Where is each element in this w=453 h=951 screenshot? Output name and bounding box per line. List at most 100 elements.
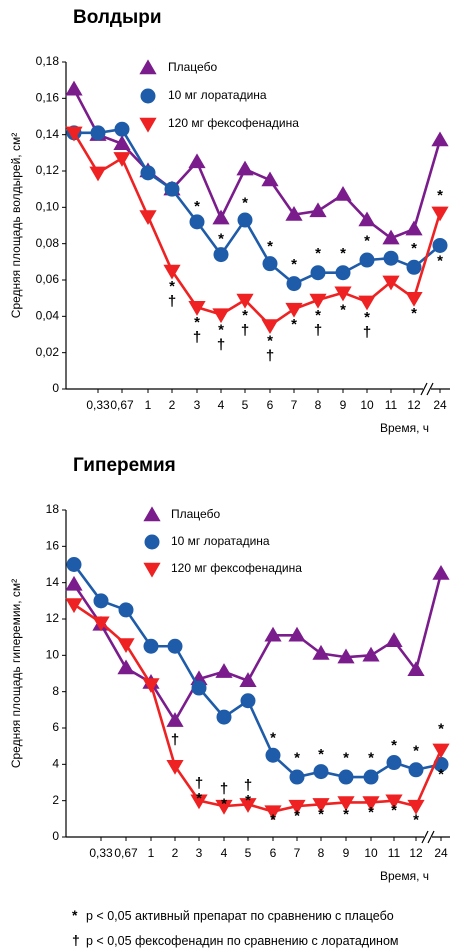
x-tick-label: 7 [291,398,298,412]
data-point-placebo [212,209,230,225]
x-tick-label: 1 [145,398,152,412]
significance-mark: * [391,737,397,754]
data-point-placebo [188,153,206,169]
data-point-loratadine [66,557,82,572]
x-tick-label: 11 [385,398,398,412]
axis-break-mark [426,382,434,396]
significance-mark: * † [241,307,249,339]
significance-mark: † [171,731,179,748]
y-tick-label: 14 [46,575,60,589]
data-point-placebo [407,661,425,677]
data-point-fexofenadine [215,799,233,815]
data-point-loratadine [363,769,379,785]
data-point-fexofenadine [405,291,423,307]
axis-break-mark [420,382,428,396]
significance-mark: * [291,256,297,273]
data-point-loratadine [114,121,130,137]
footnote-asterisk: * p < 0,05 активный препарат по сравнению… [72,907,394,923]
data-point-loratadine [408,762,424,778]
data-point-loratadine [118,602,134,618]
data-point-fexofenadine [382,275,400,291]
data-point-placebo [432,564,450,580]
x-axis-label: Время, ч [380,421,429,435]
data-point-loratadine [313,764,329,780]
significance-mark: † * [220,780,228,812]
data-point-loratadine [265,747,281,763]
x-tick-label: 4 [221,846,228,860]
significance-mark: * [438,766,444,783]
y-tick-label: 4 [52,757,59,771]
y-tick-label: 0 [52,829,59,843]
data-point-fexofenadine [142,678,160,693]
data-point-loratadine [93,593,109,609]
data-point-placebo [285,206,303,221]
data-point-fexofenadine [163,264,181,280]
x-tick-label: 7 [294,846,301,860]
x-tick-label: 12 [407,398,421,412]
y-tick-label: 16 [46,539,60,553]
data-point-fexofenadine [92,616,110,632]
x-tick-label: 0,67 [114,846,138,860]
significance-mark: * † [266,332,274,364]
y-tick-label: 0,10 [36,200,60,214]
x-tick-label: 0,33 [86,398,110,412]
data-point-loratadine [240,693,256,709]
y-tick-label: 0,06 [36,272,60,286]
legend-marker-loratadine [140,88,156,104]
significance-mark: * † [217,322,225,354]
data-point-fexofenadine [431,206,449,222]
data-point-loratadine [167,638,183,654]
data-point-fexofenadine [190,794,208,810]
significance-mark: * [411,305,417,322]
data-point-loratadine [191,680,207,696]
x-tick-label: 10 [364,846,378,860]
data-point-placebo [405,220,423,236]
series-line-fexofenadine [72,132,442,327]
y-tick-label: 0,08 [36,236,60,250]
footnote-dagger-symbol: † [72,932,80,948]
y-axis-label: Средняя площадь волдырей, см² [9,133,23,318]
legend-label-placebo: Плацебо [171,507,220,521]
y-tick-label: 2 [52,793,59,807]
x-tick-label: 24 [433,398,447,412]
footnote-dagger: † p < 0,05 фексофенадин по сравнению с ло… [72,932,399,948]
series-fexofenadine [65,598,450,821]
data-point-fexofenadine [117,638,135,654]
legend-label-fexofenadine: 120 мг фексофенадина [171,561,302,575]
significance-mark: * [411,240,417,257]
data-point-fexofenadine [239,798,257,813]
data-point-loratadine [213,247,229,263]
data-point-placebo [215,663,233,678]
data-point-placebo [288,626,306,642]
series-line-loratadine [72,563,442,779]
footnote-asterisk-symbol: * [72,907,78,923]
x-tick-label: 6 [270,846,277,860]
y-tick-label: 0,04 [36,309,60,323]
data-point-loratadine [335,265,351,281]
legend-marker-loratadine [144,534,160,550]
y-tick-label: 0 [52,381,59,395]
data-point-fexofenadine [261,319,279,335]
data-point-placebo [362,646,380,662]
data-point-placebo [385,632,403,647]
series-line-loratadine [74,127,441,285]
x-tick-label: 5 [242,398,249,412]
significance-mark: * [318,806,324,823]
significance-mark: * † [168,278,176,310]
significance-mark: * [340,245,346,262]
data-point-placebo [261,171,279,187]
x-tick-label: 0,67 [110,398,134,412]
data-point-fexofenadine [89,166,107,182]
axis-break-mark [427,830,435,844]
data-point-loratadine [338,769,354,785]
y-tick-label: 0,02 [36,345,60,359]
x-tick-label: 2 [172,846,179,860]
data-point-placebo [236,160,254,176]
x-tick-label: 2 [169,398,176,412]
significance-mark: * [437,187,443,204]
footnote-asterisk-text: p < 0,05 активный препарат по сравнению … [86,909,394,923]
series-line-placebo [72,573,443,723]
data-point-loratadine [140,165,156,181]
data-point-fexofenadine [188,301,206,316]
data-point-loratadine [189,214,205,230]
